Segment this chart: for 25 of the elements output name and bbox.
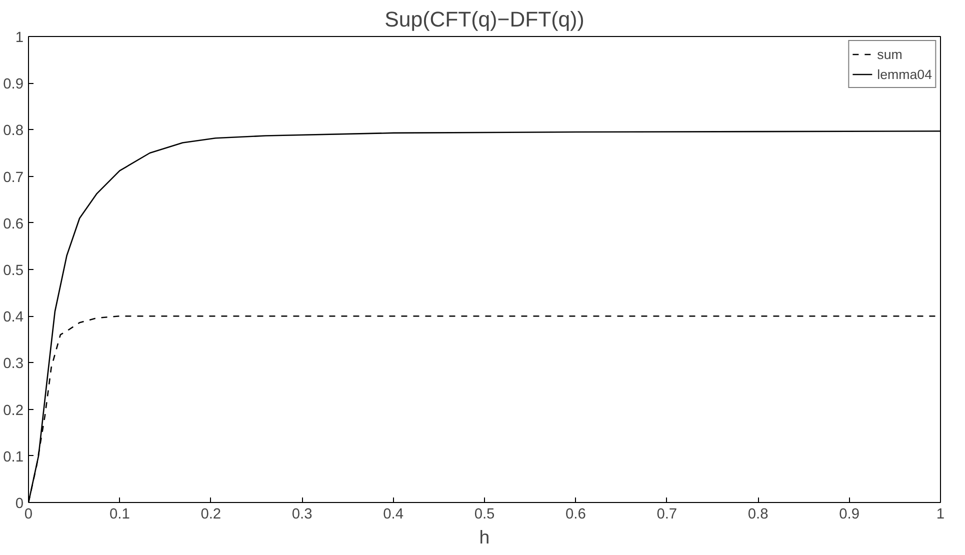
y-tick-label: 0.8 (3, 123, 24, 140)
x-tick-label: 1 (936, 506, 945, 522)
y-tick-label: 0.1 (3, 449, 24, 466)
x-tick-label: 0.7 (656, 506, 678, 522)
y-tick-label: 0.3 (3, 356, 24, 372)
y-tick-label: 0.2 (3, 402, 24, 419)
y-tick-label: 0 (15, 496, 24, 512)
y-tick-label: 0.5 (3, 263, 24, 279)
x-tick-label: 0.8 (748, 506, 768, 522)
x-tick-label: 0.6 (566, 506, 586, 522)
x-tick-label: 0.1 (110, 506, 130, 522)
y-tick-label: 0.9 (3, 76, 24, 93)
x-tick-label: 0.4 (383, 506, 404, 522)
y-tick-label: 0.4 (3, 310, 24, 326)
chart-title: Sup(CFT(q)−DFT(q)) (384, 8, 584, 32)
y-tick-label: 1 (15, 30, 24, 46)
x-axis-title: h (479, 526, 490, 548)
y-tick-label: 0.7 (3, 170, 24, 186)
x-tick-label: 0.3 (292, 506, 312, 522)
x-tick-label: 0.9 (839, 506, 860, 522)
x-tick-label: 0.5 (474, 506, 495, 522)
y-tick-label: 0.6 (3, 216, 24, 232)
legend-label: lemma04 (877, 66, 932, 82)
legend-label: sum (877, 46, 902, 62)
x-tick-label: 0.2 (200, 506, 222, 522)
